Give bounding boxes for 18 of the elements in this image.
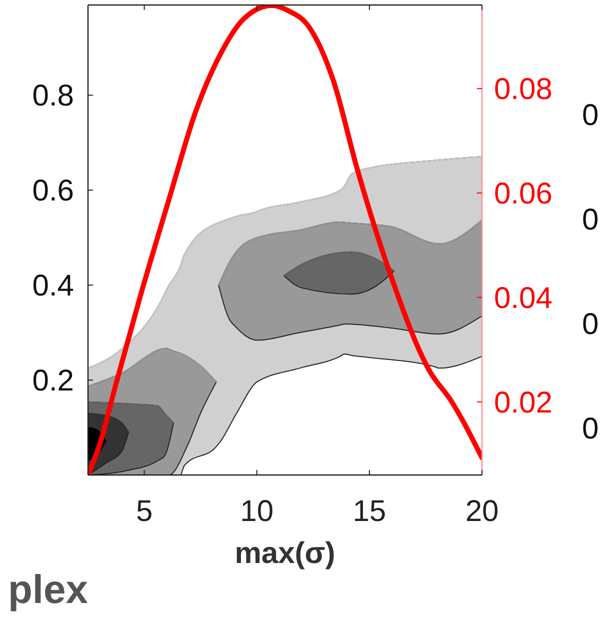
- y2-tick-label: 0.08: [494, 73, 552, 106]
- x-tick-label: 10: [240, 495, 274, 528]
- x-tick-label: 20: [465, 495, 499, 528]
- y-tick-label: 0.2: [32, 364, 74, 398]
- text: plex: [8, 568, 88, 612]
- text: 0: [582, 412, 599, 446]
- y-tick-label: 0.6: [32, 174, 74, 208]
- x-tick-label: 15: [352, 495, 386, 528]
- text: 0: [582, 99, 599, 132]
- y2-tick-label: 0.06: [494, 178, 552, 210]
- text: 0: [582, 308, 599, 341]
- y-tick-label: 0.8: [32, 80, 74, 113]
- y2-tick-label: 0.02: [494, 386, 552, 420]
- x-axis-title: max(σ): [234, 537, 336, 570]
- y2-tick-label: 0.04: [494, 282, 552, 315]
- y-tick-label: 0.4: [32, 270, 74, 303]
- text: 0: [582, 204, 599, 236]
- x-tick-label: 5: [136, 495, 153, 528]
